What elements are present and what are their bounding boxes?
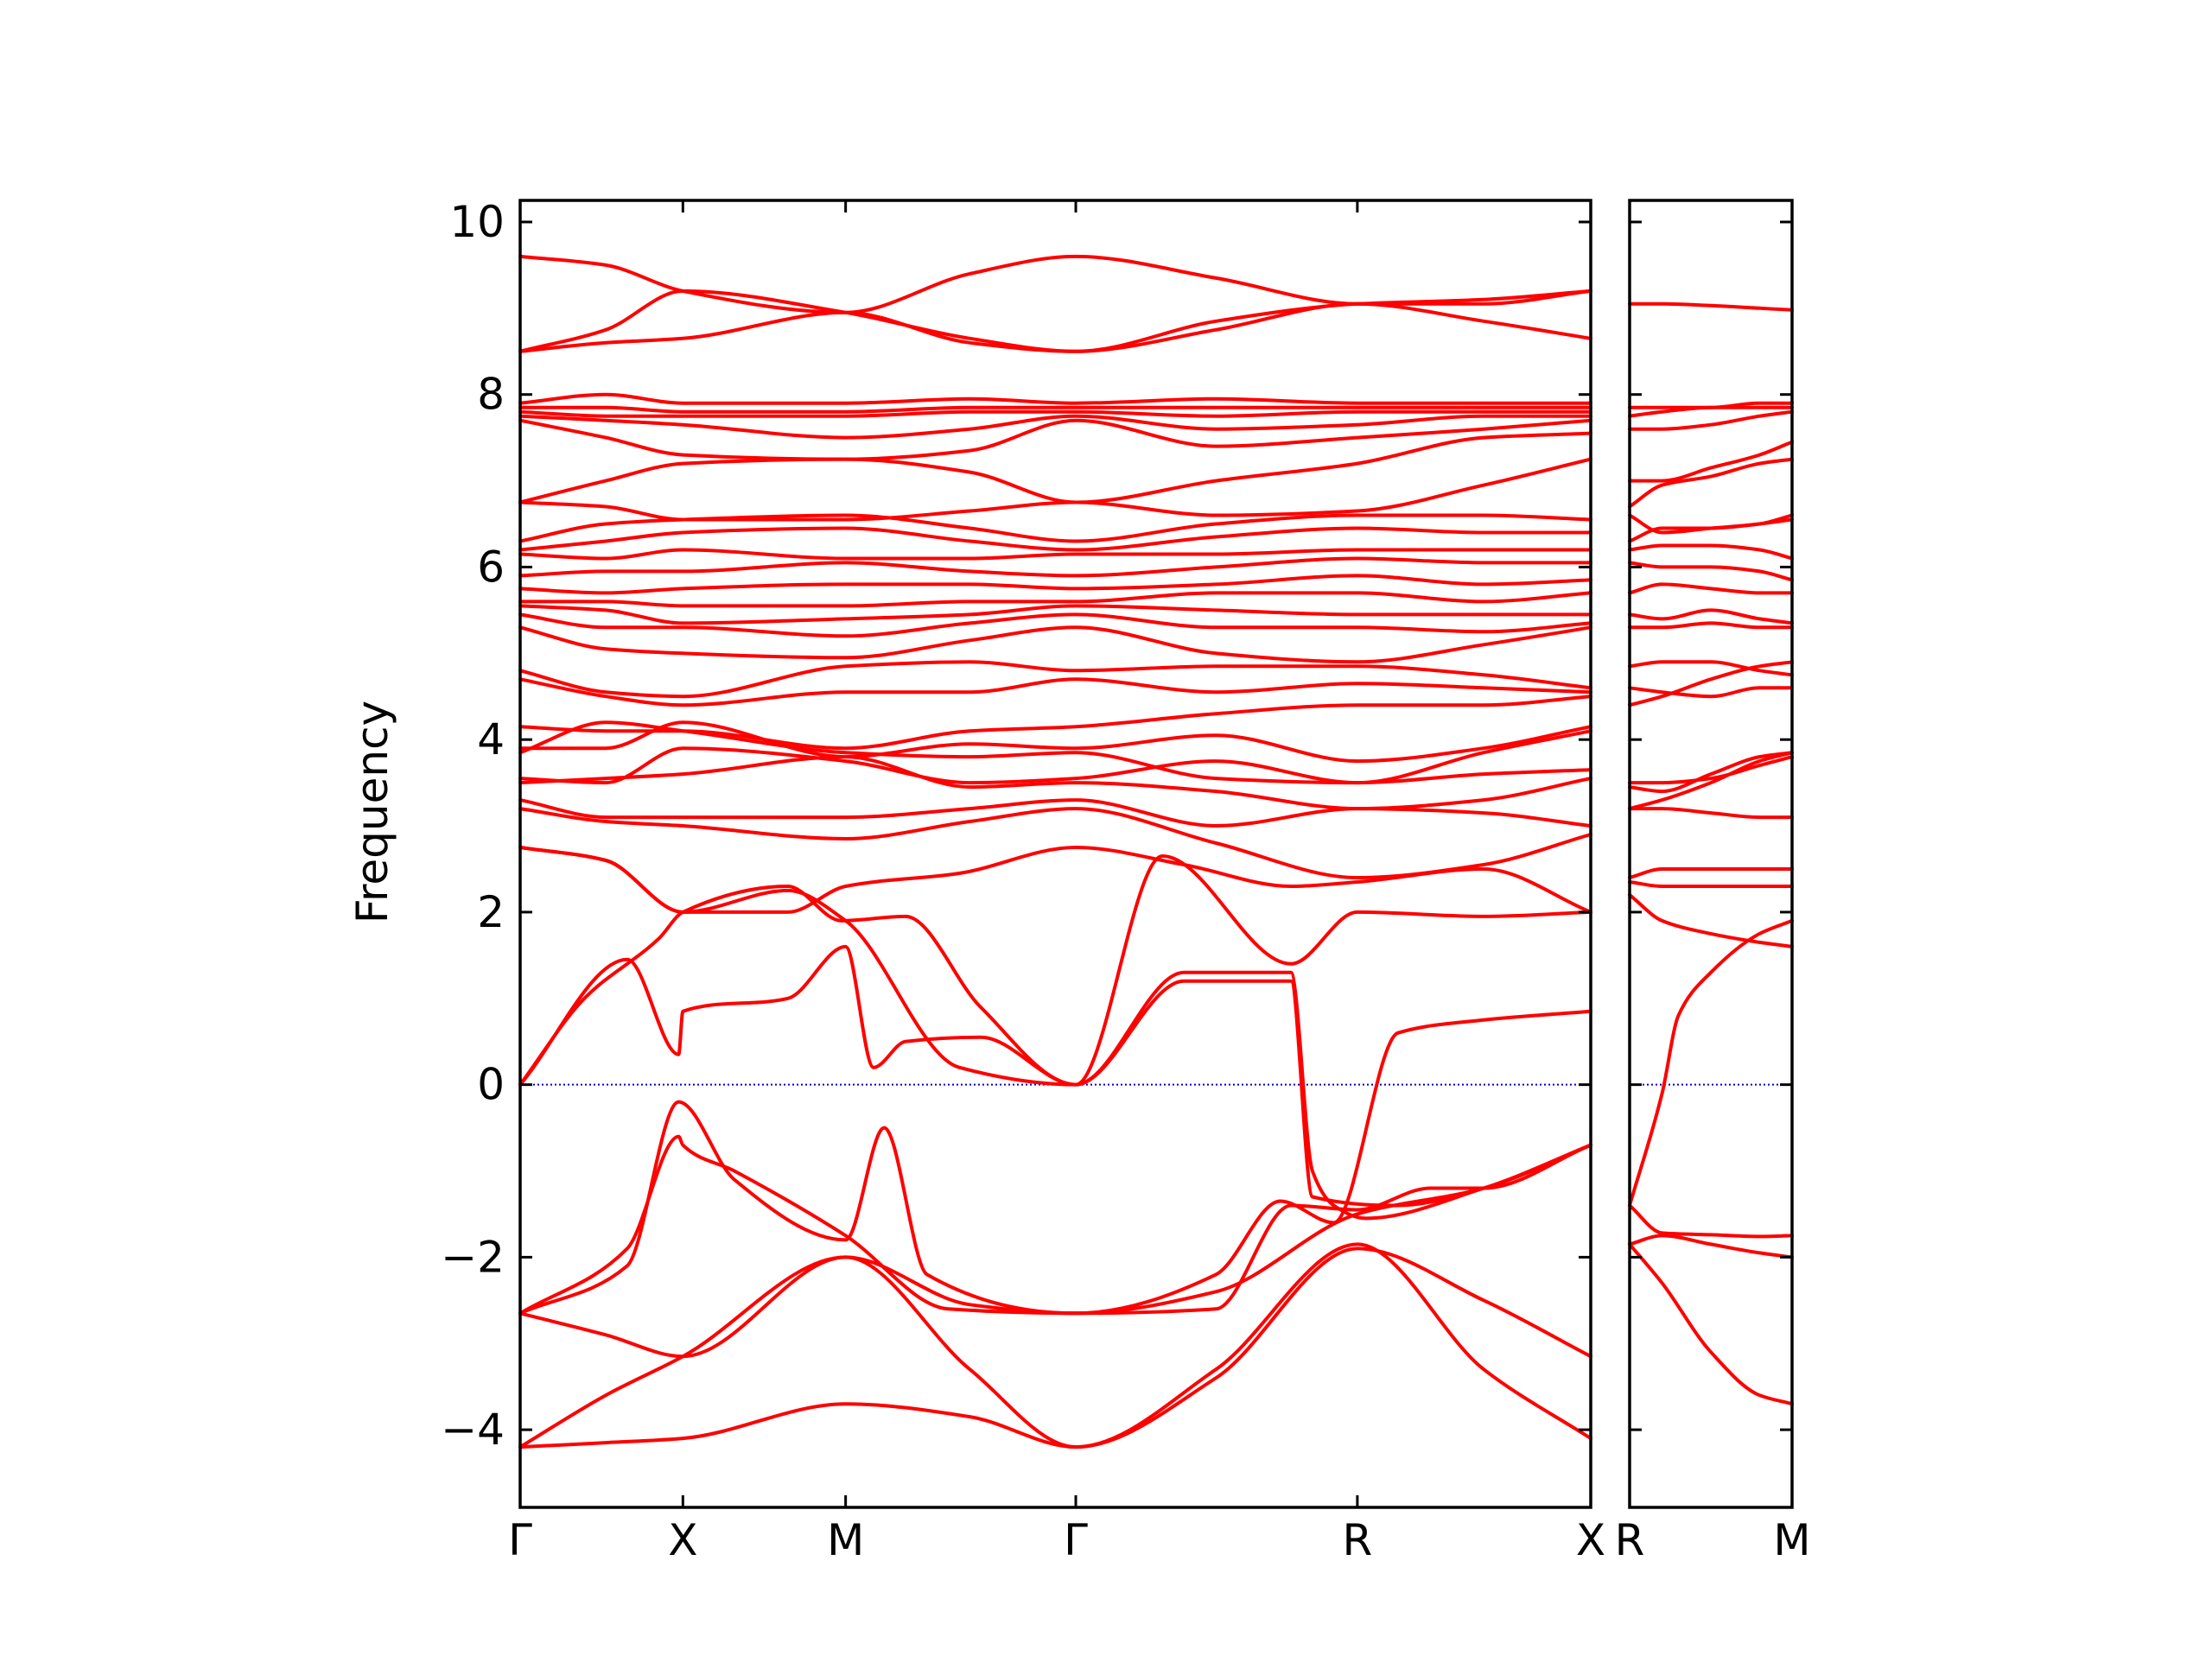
y-tick-label: 8	[477, 370, 505, 420]
band-line	[1628, 751, 1794, 794]
y-tick-label: −4	[441, 1405, 505, 1455]
band-line	[518, 431, 1592, 504]
band-line	[1628, 892, 1794, 948]
band-line	[518, 885, 1592, 1221]
band-line	[518, 392, 1592, 405]
band-line	[1628, 660, 1794, 677]
band-line	[518, 254, 1592, 314]
band-line	[1628, 755, 1794, 785]
band-line	[1628, 867, 1794, 879]
band-line	[1628, 1234, 1794, 1259]
band-line	[1628, 686, 1794, 699]
band-line	[518, 625, 1592, 664]
band-line	[518, 846, 1592, 914]
band-line	[518, 1134, 1592, 1316]
band-line	[1628, 918, 1794, 1208]
band-line	[518, 457, 1592, 522]
y-axis-label: Frequency	[347, 701, 397, 923]
band-line	[518, 574, 1592, 595]
x-tick-label: M	[827, 1515, 864, 1565]
x-tick-label: M	[1773, 1515, 1810, 1565]
plot-frame	[1628, 199, 1794, 1509]
plot-frame	[518, 199, 1592, 1509]
band-line	[1628, 301, 1794, 312]
band-line	[1628, 751, 1794, 811]
band-line	[1628, 409, 1794, 431]
band-line	[1628, 582, 1794, 595]
band-line	[518, 720, 1592, 764]
band-line	[518, 289, 1592, 353]
y-tick-label: −2	[441, 1232, 505, 1282]
band-line	[518, 405, 1592, 414]
band-line	[1628, 543, 1794, 561]
x-tick-label: Γ	[508, 1515, 532, 1565]
y-tick-label: 6	[477, 542, 505, 592]
band-line	[1628, 608, 1794, 625]
x-tick-label: R	[1343, 1515, 1373, 1565]
band-line	[1628, 457, 1794, 509]
band-line	[518, 548, 1592, 561]
y-tick-label: 4	[477, 714, 505, 764]
y-tick-label: 10	[449, 197, 505, 247]
band-line	[518, 409, 1592, 418]
band-line	[518, 591, 1592, 608]
band-line	[1628, 1242, 1794, 1406]
band-line	[1628, 807, 1794, 820]
band-line	[1628, 880, 1794, 888]
band-line	[518, 944, 1592, 1208]
band-line	[1628, 401, 1794, 409]
band-line	[518, 677, 1592, 707]
x-tick-label: Γ	[1064, 1515, 1088, 1565]
band-line	[518, 695, 1592, 751]
band-line	[518, 1009, 1592, 1316]
band-line	[518, 513, 1592, 543]
band-line	[1628, 621, 1794, 630]
x-tick-label: R	[1615, 1515, 1645, 1565]
band-line	[1628, 440, 1794, 483]
band-line	[518, 755, 1592, 811]
band-line	[1628, 1203, 1794, 1239]
band-line	[518, 612, 1592, 638]
y-tick-label: 0	[477, 1060, 505, 1110]
band-line	[518, 418, 1592, 461]
band-line	[1628, 513, 1794, 535]
band-line	[518, 604, 1592, 625]
band-line	[518, 807, 1592, 879]
band-line	[518, 1246, 1592, 1449]
band-line	[518, 798, 1592, 828]
x-tick-label: X	[668, 1515, 697, 1565]
x-tick-label: X	[1576, 1515, 1605, 1565]
band-line	[1628, 561, 1794, 582]
band-line	[518, 526, 1592, 552]
band-line	[518, 660, 1592, 699]
band-line	[1628, 660, 1794, 707]
band-line	[518, 414, 1592, 440]
band-line	[518, 746, 1592, 785]
band-line	[518, 556, 1592, 578]
y-tick-label: 2	[477, 887, 505, 937]
